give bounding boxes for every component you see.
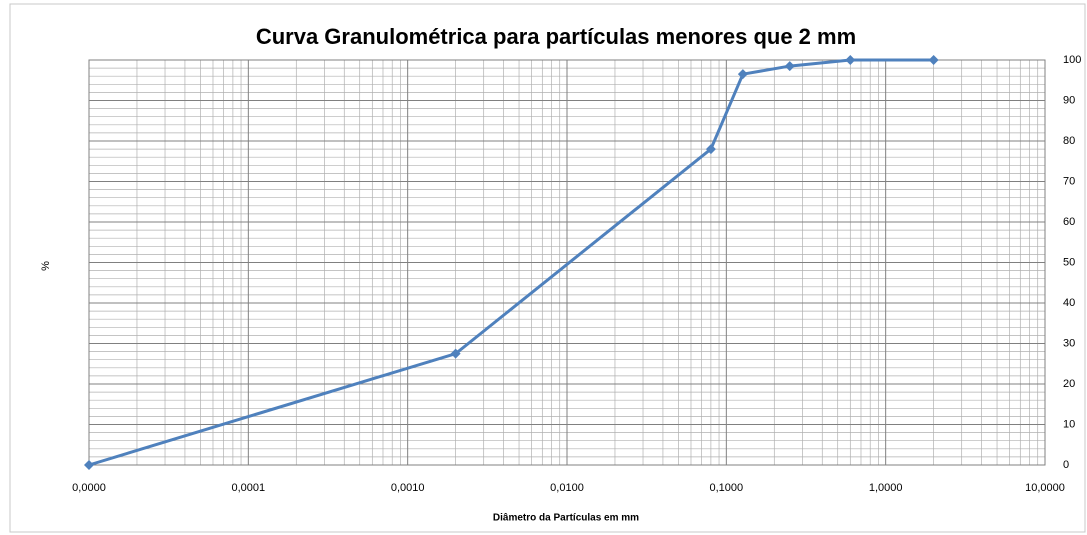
y-tick-label: 100 bbox=[1063, 54, 1081, 66]
x-tick-label: 0,1000 bbox=[710, 482, 744, 494]
y-tick-label: 30 bbox=[1063, 337, 1075, 349]
chart-title: Curva Granulométrica para partículas men… bbox=[256, 24, 856, 49]
data-point bbox=[845, 55, 856, 65]
data-point bbox=[705, 144, 716, 155]
y-tick-label: 90 bbox=[1063, 94, 1075, 106]
y-tick-label: 50 bbox=[1063, 256, 1075, 268]
x-tick-label: 0,0100 bbox=[550, 482, 584, 494]
data-point bbox=[784, 61, 795, 72]
chart-frame bbox=[9, 3, 1086, 533]
y-tick-label: 80 bbox=[1063, 135, 1075, 147]
y-tick-label: 10 bbox=[1063, 418, 1075, 430]
y-tick-label: 40 bbox=[1063, 297, 1075, 309]
x-tick-label: 0,0000 bbox=[72, 482, 106, 494]
x-tick-label: 0,0010 bbox=[391, 482, 425, 494]
data-point bbox=[84, 460, 94, 470]
data-point bbox=[928, 55, 939, 65]
x-tick-label: 10,0000 bbox=[1025, 482, 1065, 494]
plot-border bbox=[88, 59, 1046, 466]
y-tick-label: 60 bbox=[1063, 216, 1075, 228]
data-point bbox=[450, 348, 461, 359]
x-tick-label: 1,0000 bbox=[869, 482, 903, 494]
x-tick-label: 0,0001 bbox=[232, 482, 266, 494]
y-tick-label: 0 bbox=[1063, 459, 1069, 471]
x-axis-title: Diâmetro da Partículas em mm bbox=[493, 513, 639, 524]
y-axis-title: % bbox=[40, 261, 52, 271]
data-point bbox=[737, 69, 748, 80]
y-tick-label: 70 bbox=[1063, 175, 1075, 187]
y-tick-label: 20 bbox=[1063, 378, 1075, 390]
